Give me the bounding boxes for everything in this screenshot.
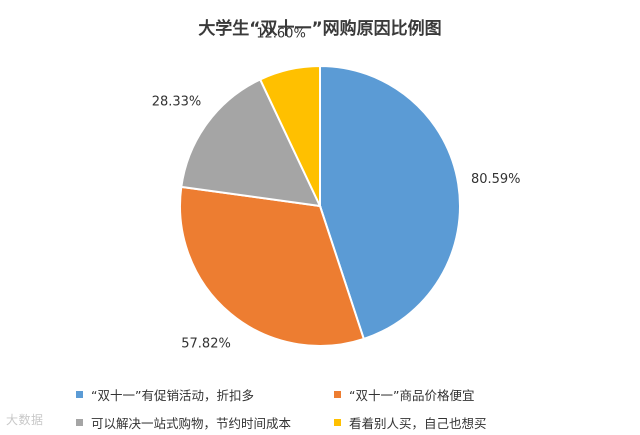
legend-swatch bbox=[334, 419, 341, 426]
legend-item-cheap-price: “双十一”商品价格便宜 bbox=[334, 385, 596, 404]
legend-item-follow-others: 看着别人买，自己也想买 bbox=[334, 413, 596, 432]
legend-swatch bbox=[76, 419, 83, 426]
pie-slices bbox=[179, 64, 461, 347]
data-labels: 80.59% 57.82% 28.33% 12.60% bbox=[152, 26, 521, 351]
watermark: 大数据 bbox=[6, 413, 44, 427]
legend: “双十一”有促销活动，折扣多 “双十一”商品价格便宜 可以解决一站式购物，节约时… bbox=[76, 385, 596, 432]
legend-label: “双十一”商品价格便宜 bbox=[349, 388, 475, 403]
legend-label: “双十一”有促销活动，折扣多 bbox=[91, 388, 254, 403]
legend-item-promotion: “双十一”有促销活动，折扣多 bbox=[76, 385, 334, 404]
legend-item-one-stop: 可以解决一站式购物，节约时间成本 bbox=[76, 413, 334, 432]
data-label: 12.60% bbox=[256, 26, 306, 41]
legend-swatch bbox=[76, 391, 83, 398]
slice-follow-others bbox=[258, 64, 321, 207]
legend-swatch bbox=[334, 391, 341, 398]
chart-title: 大学生“双十一”网购原因比例图 bbox=[198, 19, 442, 39]
data-label: 28.33% bbox=[152, 95, 202, 110]
pie-chart: 80.59% 57.82% 28.33% 12.60% bbox=[152, 26, 521, 351]
slice-cheap-price bbox=[179, 185, 366, 347]
data-label: 80.59% bbox=[471, 172, 521, 187]
slice-one-stop bbox=[180, 78, 322, 208]
legend-label: 可以解决一站式购物，节约时间成本 bbox=[91, 416, 292, 431]
slice-promotion bbox=[319, 64, 461, 341]
legend-label: 看着别人买，自己也想买 bbox=[349, 416, 487, 431]
data-label: 57.82% bbox=[181, 337, 231, 352]
